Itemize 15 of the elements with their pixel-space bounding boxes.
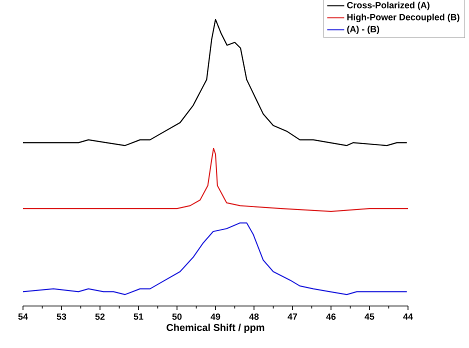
x-tick-label: 46 <box>326 314 336 320</box>
legend-label: Cross-Polarized (A) <box>347 2 430 10</box>
x-tick-label: 50 <box>172 314 182 320</box>
x-tick-label: 54 <box>18 314 28 320</box>
x-tick-label: 49 <box>210 314 220 320</box>
x-tick-label: 48 <box>249 314 259 320</box>
x-tick-label: 53 <box>56 314 66 320</box>
x-tick-label: 44 <box>403 314 413 320</box>
x-tick-label: 51 <box>134 314 144 320</box>
legend-label: High-Power Decoupled (B) <box>347 14 460 22</box>
x-tick-label: 47 <box>288 314 298 320</box>
legend-label: (A) - (B) <box>347 26 380 34</box>
x-axis-title: Chemical Shift / ppm <box>166 324 264 333</box>
x-tick-label: 45 <box>364 314 374 320</box>
x-tick-label: 52 <box>95 314 105 320</box>
